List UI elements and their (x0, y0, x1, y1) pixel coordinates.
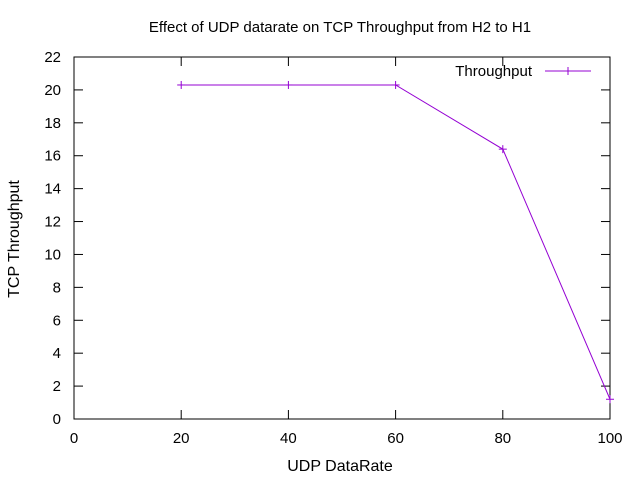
y-tick-label: 2 (53, 378, 61, 395)
legend-marker (564, 67, 572, 75)
x-axis-title: UDP DataRate (287, 458, 393, 475)
data-point (284, 80, 293, 89)
y-tick-label: 14 (44, 181, 61, 198)
y-tick-label: 0 (53, 411, 61, 428)
y-tick-label: 20 (44, 82, 61, 99)
y-tick-label: 6 (53, 312, 61, 329)
chart-title: Effect of UDP datarate on TCP Throughput… (149, 19, 531, 36)
legend: Throughput (455, 63, 591, 80)
data-point (606, 395, 614, 404)
x-tick-label: 80 (494, 430, 511, 447)
ticks-layer: 0 20 40 60 80 100 0 2 4 6 8 10 12 14 16 18 20 22 (44, 49, 622, 447)
x-tick-label: 20 (173, 430, 190, 447)
legend-label: Throughput (455, 63, 533, 80)
x-tick-label: 40 (280, 430, 297, 447)
y-tick-label: 8 (53, 279, 61, 296)
data-point (498, 145, 507, 154)
x-tick-label: 0 (70, 430, 78, 447)
y-tick-label: 16 (44, 148, 61, 165)
y-tick-label: 12 (44, 214, 61, 231)
x-tick-label: 60 (387, 430, 404, 447)
y-tick-label: 18 (44, 115, 61, 132)
data-point (177, 80, 186, 89)
y-axis-title: TCP Throughput (6, 180, 23, 298)
series-line (181, 84, 611, 400)
y-tick-label: 22 (44, 49, 61, 66)
series-layer (177, 80, 614, 404)
data-point (391, 80, 400, 89)
plot-frame (73, 56, 611, 420)
y-tick-label: 4 (53, 345, 61, 362)
y-tick-label: 10 (44, 246, 61, 263)
x-tick-label: 100 (597, 430, 622, 447)
